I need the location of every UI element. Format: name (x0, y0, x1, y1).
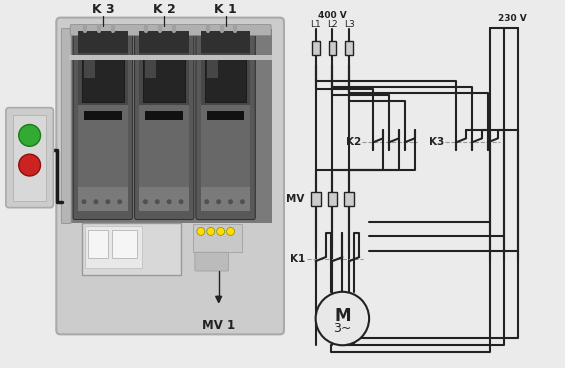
Bar (13, 114, 46, 201)
Circle shape (227, 227, 234, 236)
FancyBboxPatch shape (61, 28, 71, 223)
Bar (207, 60, 218, 78)
Circle shape (105, 199, 110, 204)
Bar (345, 41, 353, 55)
Bar (201, 53, 250, 105)
Circle shape (217, 227, 225, 236)
Bar (201, 187, 250, 210)
Bar (84, 111, 121, 120)
Bar (328, 41, 336, 55)
Circle shape (205, 199, 209, 204)
Bar (140, 32, 189, 53)
Circle shape (81, 199, 86, 204)
Bar (140, 53, 189, 105)
Circle shape (179, 199, 184, 204)
FancyBboxPatch shape (196, 28, 255, 220)
Bar (69, 55, 272, 60)
Circle shape (155, 199, 160, 204)
Bar (78, 105, 128, 199)
Bar (344, 192, 354, 206)
Bar (201, 105, 250, 199)
Text: 230 V: 230 V (498, 14, 527, 23)
Text: K2: K2 (346, 137, 361, 147)
Bar (312, 41, 320, 55)
Circle shape (117, 199, 122, 204)
Circle shape (216, 199, 221, 204)
FancyBboxPatch shape (56, 18, 284, 335)
Bar (85, 226, 142, 268)
Bar (140, 187, 189, 210)
Bar (82, 223, 181, 275)
Circle shape (228, 199, 233, 204)
Text: MV: MV (286, 194, 305, 204)
Bar (144, 58, 185, 102)
Bar (88, 230, 108, 258)
Circle shape (207, 227, 215, 236)
Bar (82, 58, 124, 102)
Bar (69, 29, 272, 223)
Text: M: M (334, 307, 351, 325)
FancyBboxPatch shape (73, 28, 133, 220)
Text: MV 1: MV 1 (202, 319, 235, 332)
Bar (311, 192, 320, 206)
Text: K 3: K 3 (92, 3, 114, 15)
Bar (328, 192, 337, 206)
FancyBboxPatch shape (195, 252, 229, 271)
Bar (78, 32, 128, 53)
Circle shape (197, 227, 205, 236)
FancyBboxPatch shape (134, 28, 194, 220)
Bar (145, 111, 183, 120)
Text: K 2: K 2 (153, 3, 176, 15)
Text: K1: K1 (289, 254, 305, 264)
Circle shape (240, 199, 245, 204)
Bar (140, 105, 189, 199)
Text: 400 V: 400 V (318, 11, 347, 20)
FancyBboxPatch shape (70, 25, 271, 35)
Text: L3: L3 (344, 20, 355, 29)
Text: K3: K3 (429, 137, 444, 147)
Circle shape (93, 199, 98, 204)
Circle shape (143, 199, 148, 204)
Bar (112, 230, 137, 258)
Bar (78, 53, 128, 105)
Circle shape (316, 292, 369, 345)
FancyBboxPatch shape (6, 108, 53, 208)
Text: 3~: 3~ (333, 322, 351, 335)
Text: K 1: K 1 (214, 3, 237, 15)
Text: L2: L2 (327, 20, 338, 29)
Bar (193, 224, 242, 252)
Bar (78, 187, 128, 210)
Bar (201, 32, 250, 53)
Circle shape (19, 154, 41, 176)
Bar (84, 60, 95, 78)
Text: L1: L1 (310, 20, 321, 29)
Circle shape (19, 124, 41, 146)
Bar (205, 58, 246, 102)
Bar (145, 60, 157, 78)
Circle shape (167, 199, 172, 204)
Bar (207, 111, 245, 120)
